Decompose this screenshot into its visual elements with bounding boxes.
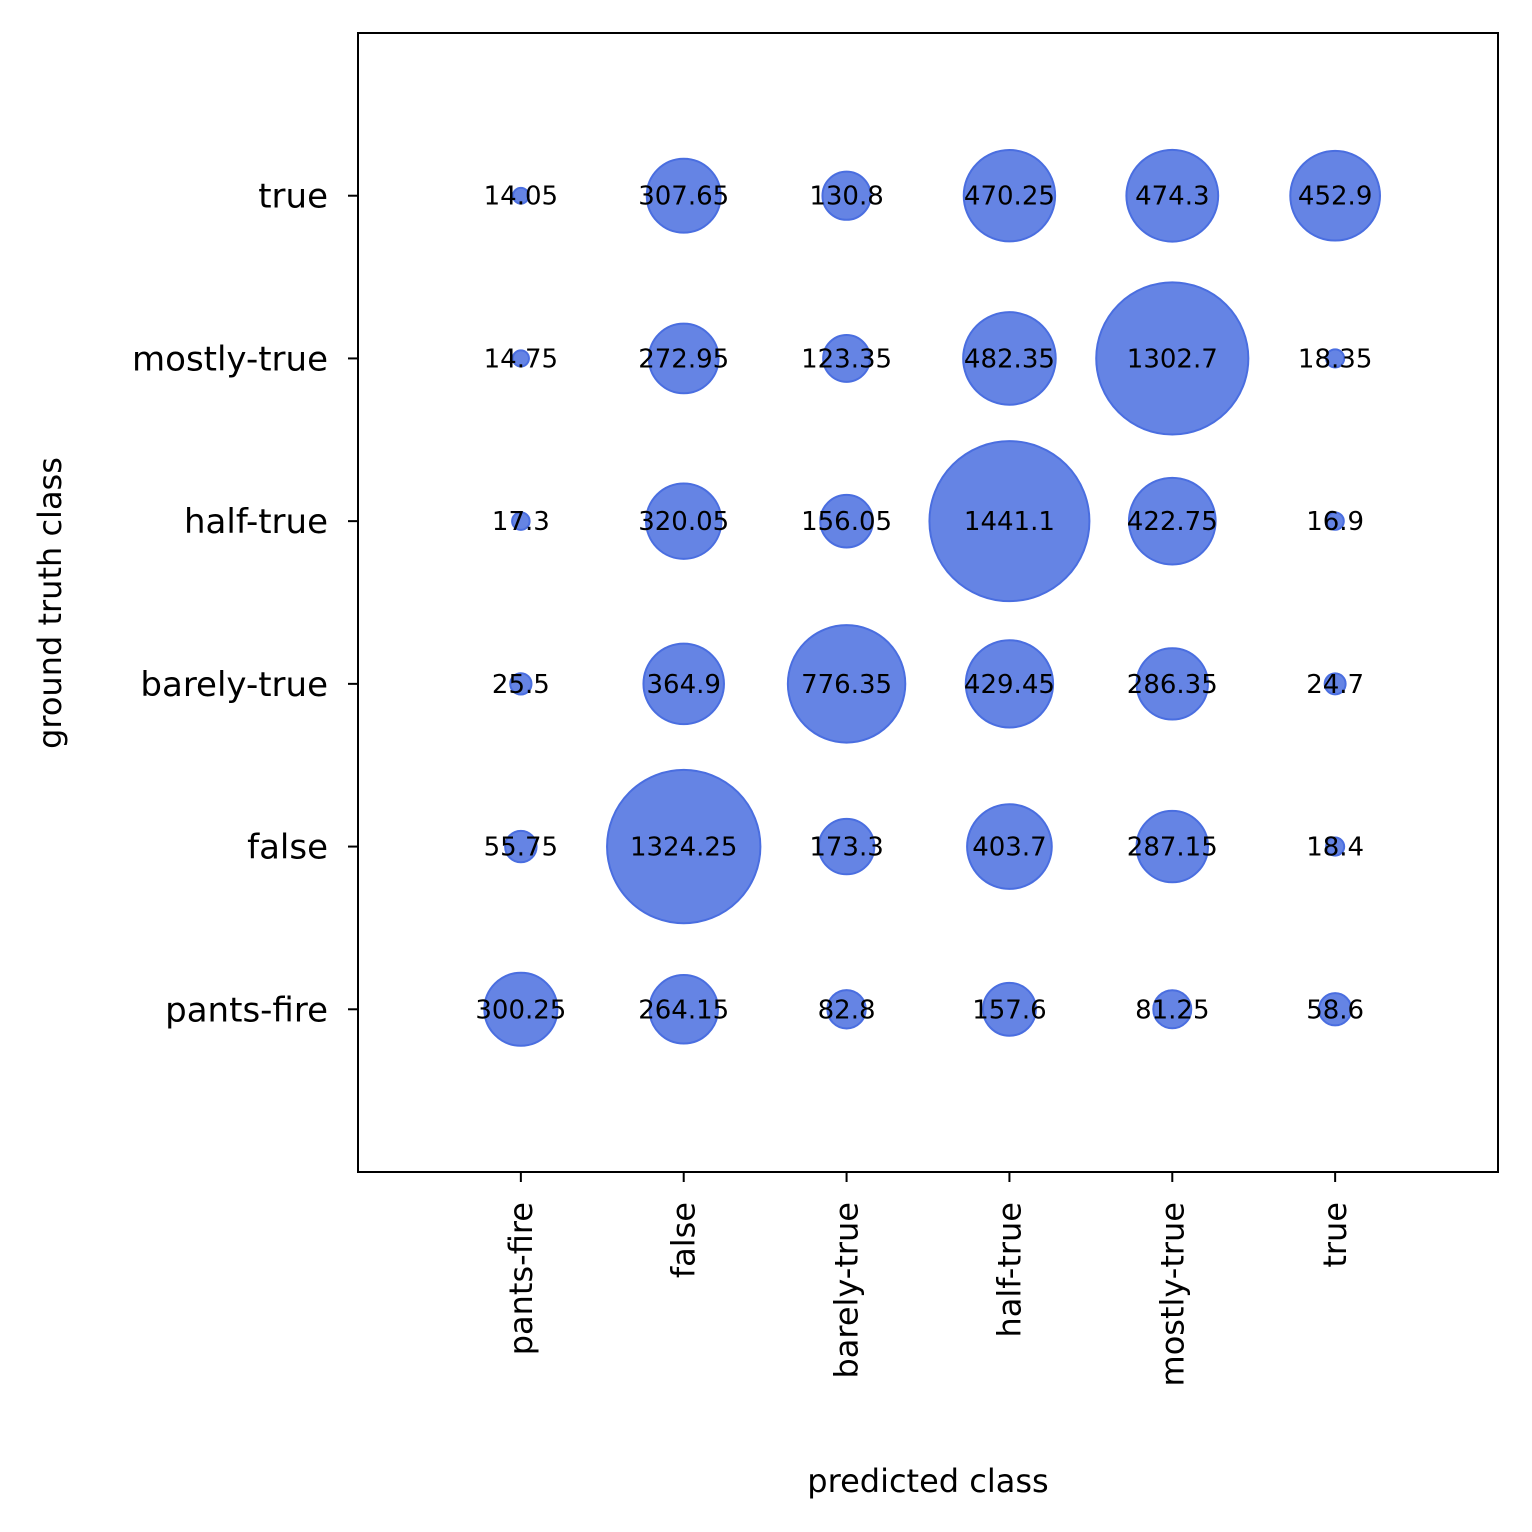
bubble-value-label: 422.75: [1127, 507, 1218, 537]
x-tick-label: half-true: [990, 1202, 1028, 1338]
bubble-value-label: 264.15: [638, 995, 729, 1025]
bubble-value-label: 286.35: [1127, 670, 1218, 700]
bubble-true-barely-true: [821, 170, 872, 221]
bubble-value-label: 307.65: [638, 182, 729, 212]
bubble-value-label: 452.9: [1298, 182, 1372, 212]
y-tick-label: barely-true: [140, 665, 328, 705]
bubble-value-label: 287.15: [1127, 833, 1218, 863]
bubble-value-label: 18.35: [1298, 344, 1372, 374]
bubble-true-half-true: [962, 149, 1057, 243]
y-axis-label: ground truth class: [31, 457, 69, 749]
bubble-mostly-true-pants-fire: [511, 349, 530, 368]
y-tick-label: true: [258, 177, 328, 217]
x-tick-label: pants-fire: [502, 1202, 540, 1355]
bubble-true-pants-fire: [511, 186, 530, 205]
bubble-value-label: 17.3: [492, 507, 550, 537]
bubble-value-label: 18.4: [1306, 833, 1364, 863]
bubble-value-label: 776.35: [801, 670, 892, 700]
bubble-value-label: 123.35: [801, 344, 892, 374]
bubble-barely-true-pants-fire: [509, 672, 533, 696]
bubble-barely-true-barely-true: [786, 624, 907, 744]
bubble-value-label: 403.7: [972, 833, 1046, 863]
bubble-half-true-pants-fire: [511, 511, 531, 531]
bubble-half-true-barely-true: [819, 493, 874, 549]
bubble-value-label: 482.35: [964, 344, 1055, 374]
bubble-false-mostly-true: [1135, 809, 1209, 884]
bubble-half-true-half-true: [928, 440, 1091, 603]
bubble-value-label: 81.25: [1135, 995, 1209, 1025]
bubble-value-label: 474.3: [1135, 182, 1209, 212]
y-tick-label: false: [247, 828, 328, 868]
bubble-pants-fire-false: [648, 974, 719, 1045]
bubble-value-label: 1441.1: [964, 507, 1055, 537]
x-axis-label: predicted class: [807, 1462, 1048, 1500]
y-axis-ticks: pants-fire false barely-true half-true mostl…: [132, 177, 358, 1030]
x-tick-label: false: [665, 1202, 703, 1278]
bubble-true-false: [645, 157, 722, 234]
y-tick-label: pants-fire: [165, 990, 328, 1030]
plot-frame: [357, 32, 1499, 1173]
bubble-mostly-true-half-true: [962, 311, 1057, 406]
bubble-pants-fire-true: [1318, 992, 1353, 1027]
y-tick-label: mostly-true: [132, 339, 328, 379]
bubble-value-label: 272.95: [638, 344, 729, 374]
bubble-value-label: 429.45: [964, 670, 1055, 700]
bubble-barely-true-false: [642, 642, 725, 726]
bubble-value-label: 300.25: [475, 995, 566, 1025]
x-tick-label: barely-true: [828, 1202, 866, 1379]
bubble-false-half-true: [966, 803, 1053, 890]
bubble-false-pants-fire: [504, 829, 538, 864]
bubble-value-label: 14.75: [484, 344, 558, 374]
bubble-mostly-true-mostly-true: [1095, 281, 1250, 436]
bubble-true-true: [1289, 149, 1381, 242]
bubble-true-mostly-true: [1125, 148, 1220, 243]
bubble-value-label: 157.6: [972, 995, 1046, 1025]
bubble-value-label: 1302.7: [1127, 344, 1218, 374]
bubble-false-barely-true: [817, 817, 876, 876]
x-tick-label: true: [1316, 1202, 1354, 1268]
bubble-pants-fire-half-true: [981, 981, 1037, 1037]
bubbles: [483, 148, 1381, 1047]
bubble-barely-true-mostly-true: [1135, 647, 1209, 721]
bubble-value-label: 55.75: [484, 833, 558, 863]
bubble-pants-fire-barely-true: [826, 989, 867, 1030]
bubble-barely-true-true: [1323, 672, 1347, 696]
bubble-value-label: 1324.25: [630, 833, 738, 863]
bubble-barely-true-half-true: [964, 639, 1055, 729]
bubble-value-label: 14.05: [484, 182, 558, 212]
bubble-value-label: 156.05: [801, 507, 892, 537]
bubble-value-label: 320.05: [638, 507, 729, 537]
bubble-pants-fire-pants-fire: [483, 971, 559, 1047]
bubble-labels: 300.25 264.15 82.8 157.6 81.25 58.6 55.75 1324.…: [475, 182, 1372, 1026]
bubble-mostly-true-true: [1325, 348, 1346, 369]
x-tick-label: mostly-true: [1153, 1202, 1191, 1386]
bubble-value-label: 130.8: [809, 182, 883, 212]
bubble-mostly-true-false: [647, 322, 720, 395]
bubble-mostly-true-barely-true: [822, 334, 871, 383]
bubble-half-true-false: [645, 482, 723, 560]
bubble-value-label: 16.9: [1306, 507, 1364, 537]
bubble-half-true-mostly-true: [1127, 476, 1217, 566]
bubble-half-true-true: [1325, 511, 1345, 531]
bubble-false-false: [606, 768, 762, 925]
bubble-pants-fire-mostly-true: [1152, 989, 1193, 1030]
y-tick-label: half-true: [184, 502, 328, 542]
bubble-value-label: 58.6: [1306, 995, 1364, 1025]
bubble-value-label: 24.7: [1306, 670, 1364, 700]
bubble-value-label: 470.25: [964, 182, 1055, 212]
bubble-value-label: 173.3: [809, 833, 883, 863]
bubble-value-label: 82.8: [818, 995, 876, 1025]
bubble-false-true: [1325, 836, 1346, 857]
bubble-value-label: 364.9: [646, 670, 720, 700]
x-axis-ticks: pants-fire false barely-true half-true mostl…: [502, 1172, 1354, 1386]
bubble-value-label: 25.5: [492, 670, 550, 700]
